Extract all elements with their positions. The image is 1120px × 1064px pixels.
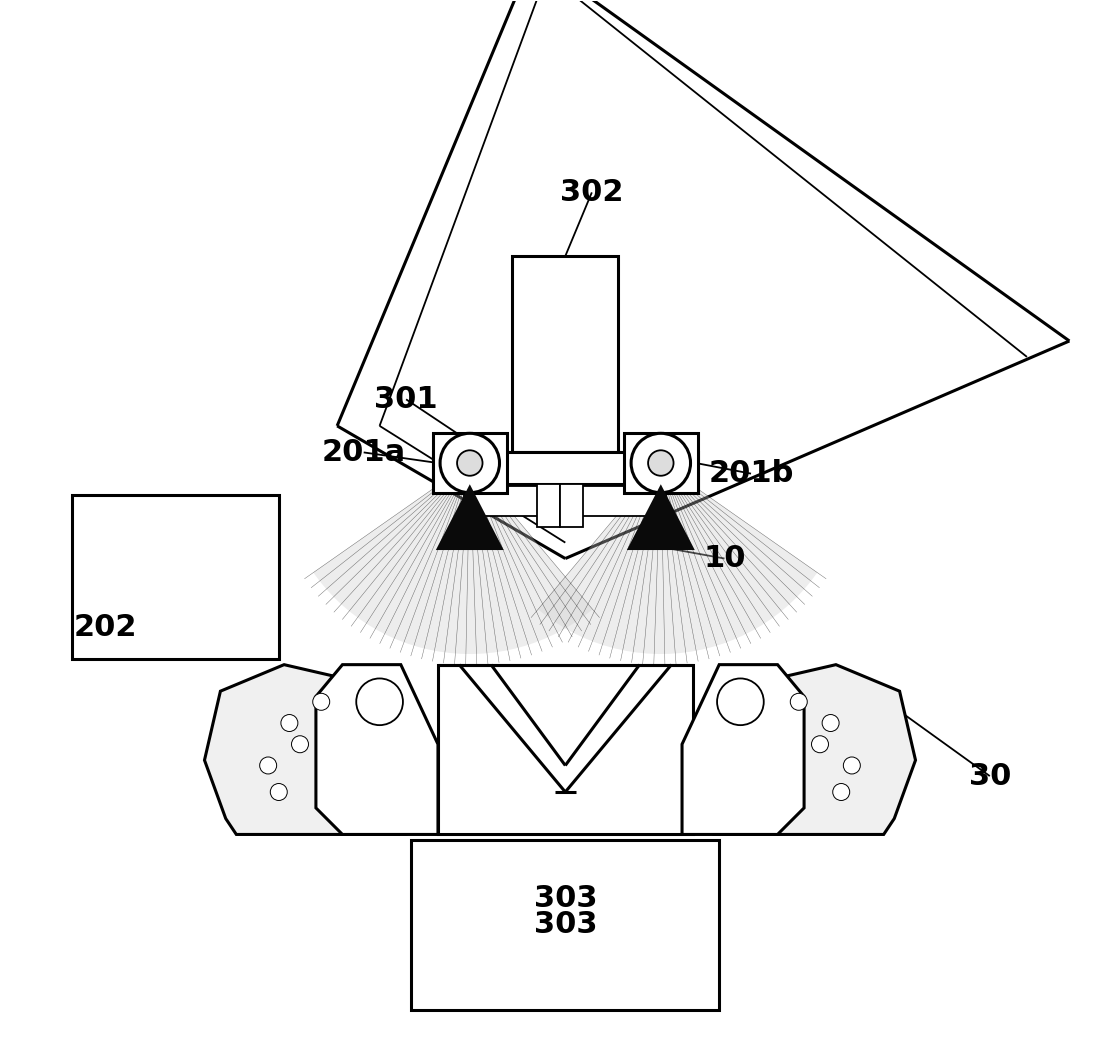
Bar: [536, 484, 560, 527]
Bar: [72, 495, 279, 660]
Circle shape: [291, 735, 308, 752]
Circle shape: [440, 433, 500, 493]
Bar: [560, 484, 584, 527]
Polygon shape: [713, 665, 915, 834]
Circle shape: [717, 679, 764, 726]
Text: 303: 303: [533, 910, 597, 940]
Bar: [512, 256, 618, 452]
Circle shape: [457, 450, 483, 476]
Circle shape: [791, 694, 808, 711]
Polygon shape: [314, 463, 592, 654]
Circle shape: [281, 715, 298, 732]
Text: 30: 30: [969, 762, 1011, 791]
Bar: [438, 665, 692, 834]
Polygon shape: [682, 665, 804, 834]
Circle shape: [631, 433, 691, 493]
Polygon shape: [627, 484, 694, 550]
Circle shape: [270, 783, 287, 800]
Text: 303: 303: [533, 883, 597, 913]
Bar: [411, 839, 719, 1010]
Circle shape: [356, 679, 403, 726]
Polygon shape: [436, 484, 504, 550]
Circle shape: [812, 735, 829, 752]
Bar: [465, 486, 666, 516]
Polygon shape: [538, 463, 818, 654]
Circle shape: [312, 694, 329, 711]
Circle shape: [822, 715, 839, 732]
Bar: [432, 452, 698, 489]
Text: 201b: 201b: [708, 460, 794, 488]
Bar: [432, 433, 507, 493]
Polygon shape: [205, 665, 407, 834]
Circle shape: [843, 757, 860, 774]
Polygon shape: [316, 665, 438, 834]
Text: 301: 301: [374, 385, 438, 414]
Circle shape: [648, 450, 673, 476]
Circle shape: [260, 757, 277, 774]
Text: 10: 10: [703, 544, 746, 573]
Bar: [494, 452, 637, 484]
Circle shape: [833, 783, 850, 800]
Text: 201a: 201a: [321, 438, 405, 467]
Text: 202: 202: [74, 613, 138, 642]
Bar: [624, 433, 698, 493]
Text: 302: 302: [560, 178, 624, 206]
